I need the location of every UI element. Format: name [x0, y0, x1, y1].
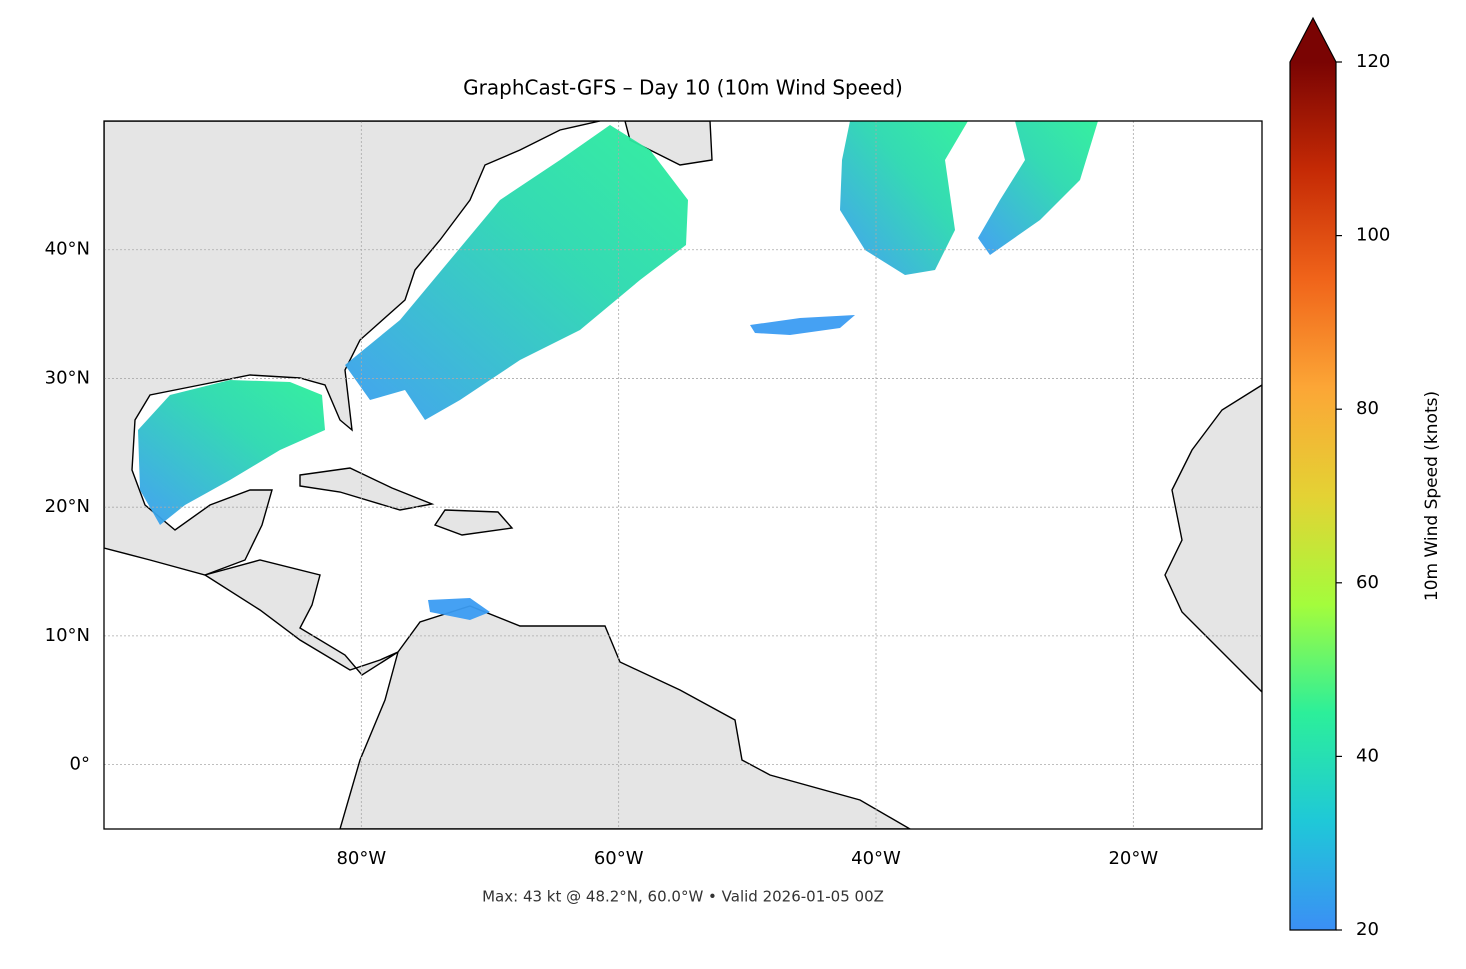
- colorbar-tick-label: 20: [1356, 919, 1379, 940]
- south-america: [339, 605, 912, 829]
- colorbar-tick-label: 40: [1356, 745, 1379, 766]
- colorbar-tick-label: 80: [1356, 398, 1379, 419]
- wind-gulf: [138, 380, 325, 525]
- map-layer: [104, 121, 1262, 829]
- x-tick-label: 40°W: [851, 848, 901, 869]
- north-america: [104, 121, 601, 576]
- wind-caribbean: [428, 598, 490, 620]
- grid-layer: [104, 121, 1262, 829]
- y-tick-label: 30°N: [45, 367, 90, 388]
- colorbar: [1290, 62, 1336, 930]
- central-america: [203, 559, 399, 676]
- chart-title: GraphCast-GFS – Day 10 (10m Wind Speed): [463, 76, 903, 100]
- y-tick-label: 40°N: [45, 239, 90, 260]
- wind-north-atlantic-2: [978, 121, 1098, 255]
- y-tick-label: 20°N: [45, 496, 90, 517]
- wind-north-atlantic-1: [840, 121, 968, 275]
- colorbar-outline: [1289, 16, 1337, 931]
- wind-east-coast: [345, 125, 688, 420]
- africa: [1164, 384, 1262, 693]
- x-tick-label: 60°W: [594, 848, 644, 869]
- x-tick-label: 20°W: [1108, 848, 1158, 869]
- hispaniola: [433, 509, 514, 536]
- x-tick-label: 80°W: [336, 848, 386, 869]
- y-tick-label: 0°: [70, 754, 90, 775]
- colorbar-label: 10m Wind Speed (knots): [1422, 391, 1442, 601]
- wind-mid-atlantic: [750, 315, 855, 335]
- colorbar-extend: [1290, 18, 1336, 62]
- footnote: Max: 43 kt @ 48.2°N, 60.0°W • Valid 2026…: [482, 888, 884, 906]
- colorbar-tick-label: 100: [1356, 225, 1390, 246]
- y-tick-label: 10°N: [45, 625, 90, 646]
- colorbar-tick-label: 60: [1356, 572, 1379, 593]
- colorbar-tick-label: 120: [1356, 51, 1390, 72]
- plot-frame: [103, 120, 1263, 830]
